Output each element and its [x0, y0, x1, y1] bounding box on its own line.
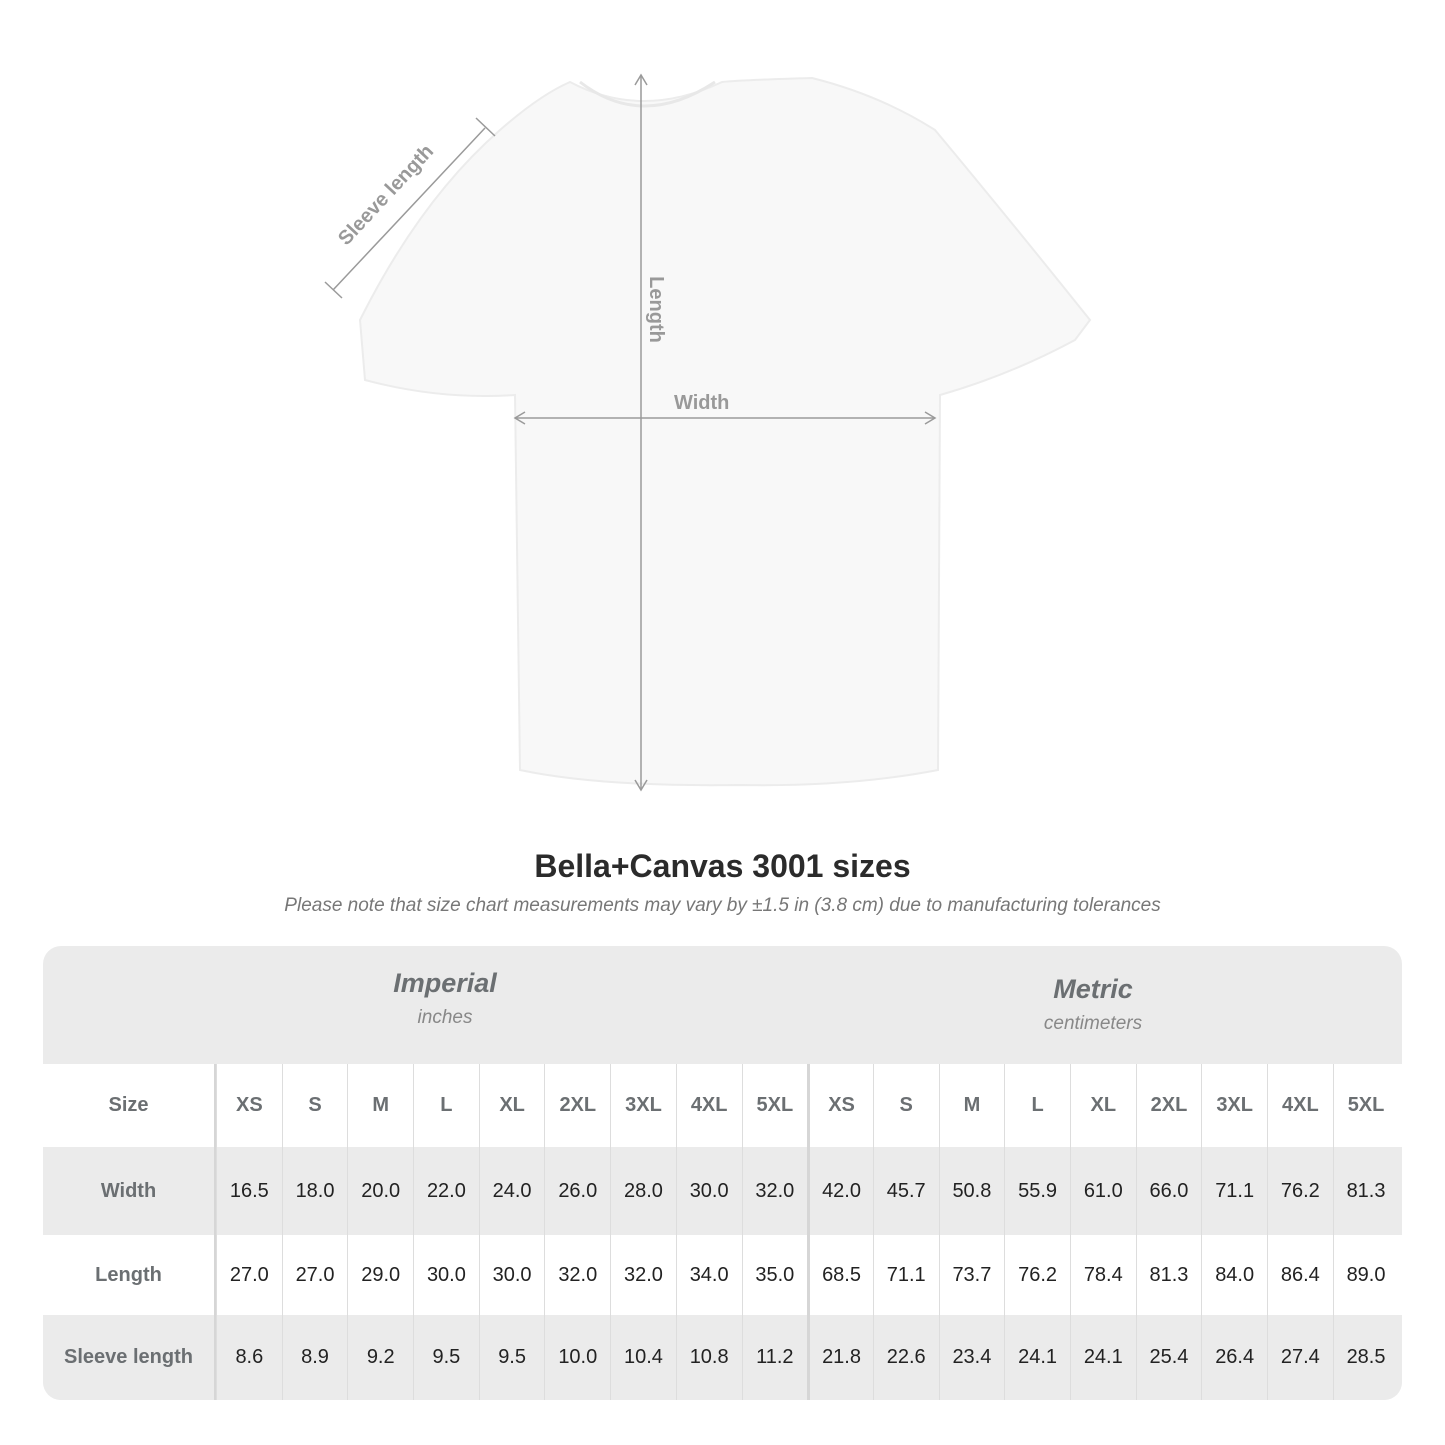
table-cell: 8.6 — [216, 1315, 282, 1400]
table-cell: 27.0 — [281, 1235, 348, 1315]
table-cell: 32.0 — [610, 1235, 676, 1315]
table-cell: 50.8 — [938, 1147, 1005, 1235]
table-cell: 55.9 — [1004, 1147, 1070, 1235]
table-cell: 20.0 — [347, 1147, 413, 1235]
imperial-header: Imperial inches — [149, 968, 741, 1029]
size-header-cell: XS — [807, 1064, 873, 1147]
table-cell: 29.0 — [347, 1235, 413, 1315]
tshirt-shape — [358, 76, 1092, 787]
table-cell: 71.1 — [1201, 1147, 1267, 1235]
width-label: Width — [674, 392, 730, 414]
table-cell: 68.5 — [807, 1235, 873, 1315]
table-cell: 76.2 — [1267, 1147, 1333, 1235]
imperial-title: Imperial — [393, 968, 497, 998]
size-header-cell: 3XL — [610, 1064, 676, 1147]
table-cell: 21.8 — [807, 1315, 873, 1400]
table-cell: 18.0 — [281, 1147, 348, 1235]
metric-header: Metric centimeters — [797, 974, 1389, 1035]
metric-unit: centimeters — [1043, 1013, 1143, 1034]
table-cell: 10.8 — [675, 1315, 742, 1400]
table-cell: 30.0 — [413, 1235, 479, 1315]
table-cell: 10.0 — [544, 1315, 610, 1400]
table-cell: 28.5 — [1332, 1315, 1399, 1400]
size-header-cell: XL — [1069, 1064, 1136, 1147]
size-header-cell: 5XL — [741, 1064, 808, 1147]
table-cell: 34.0 — [675, 1235, 742, 1315]
table-cell: 27.0 — [216, 1235, 282, 1315]
table-cell: 73.7 — [938, 1235, 1005, 1315]
table-cell: 35.0 — [741, 1235, 808, 1315]
metric-title: Metric — [1053, 974, 1133, 1004]
size-header-cell: M — [938, 1064, 1005, 1147]
table-cell: 27.4 — [1267, 1315, 1333, 1400]
size-header-cell: XS — [216, 1064, 282, 1147]
size-header-row: Size XS S M L XL 2XL 3XL 4XL 5XL XS S M L XL 2XL 3XL 4XL 5… — [43, 1064, 1402, 1147]
size-header-cell: S — [281, 1064, 348, 1147]
length-label: Length — [644, 276, 667, 343]
table-cell: 32.0 — [741, 1147, 808, 1235]
table-row: Length 27.0 27.0 29.0 30.0 30.0 32.0 32.0 34.0 35… — [43, 1235, 1402, 1315]
table-cell: 86.4 — [1267, 1235, 1333, 1315]
table-cell: 9.5 — [478, 1315, 545, 1400]
row-label: Size — [43, 1064, 216, 1147]
table-cell: 22.6 — [872, 1315, 939, 1400]
table-cell: 61.0 — [1069, 1147, 1136, 1235]
size-table: Imperial inches Metric centimeters Size X… — [43, 946, 1402, 1400]
tolerance-note: Please note that size chart measurements… — [284, 895, 1161, 916]
table-cell: 84.0 — [1201, 1235, 1267, 1315]
size-header-cell: XL — [478, 1064, 545, 1147]
table-cell: 30.0 — [478, 1235, 545, 1315]
tshirt-diagram — [324, 73, 1092, 792]
table-cell: 11.2 — [741, 1315, 808, 1400]
table-cell: 9.2 — [347, 1315, 413, 1400]
table-row: Width 16.5 18.0 20.0 22.0 24.0 26.0 28.0 30.0 32.… — [43, 1147, 1402, 1235]
size-header-cell: 3XL — [1201, 1064, 1267, 1147]
row-label: Length — [43, 1235, 216, 1315]
size-header-cell: 2XL — [544, 1064, 610, 1147]
row-label: Sleeve length — [43, 1315, 216, 1400]
table-cell: 28.0 — [610, 1147, 676, 1235]
table-cell: 24.0 — [478, 1147, 545, 1235]
table-cell: 26.4 — [1201, 1315, 1267, 1400]
table-cell: 42.0 — [807, 1147, 873, 1235]
imperial-unit: inches — [417, 1007, 473, 1028]
table-cell: 45.7 — [872, 1147, 939, 1235]
table-cell: 30.0 — [675, 1147, 742, 1235]
table-cell: 24.1 — [1004, 1315, 1070, 1400]
table-cell: 22.0 — [413, 1147, 479, 1235]
size-header-cell: 4XL — [675, 1064, 742, 1147]
page-title: Bella+Canvas 3001 sizes — [534, 848, 911, 884]
table-row: Sleeve length 8.6 8.9 9.2 9.5 9.5 10.0 10.4 10.8… — [43, 1315, 1402, 1400]
table-cell: 24.1 — [1069, 1315, 1136, 1400]
size-header-cell: L — [1004, 1064, 1070, 1147]
table-cell: 32.0 — [544, 1235, 610, 1315]
size-header-cell: 5XL — [1332, 1064, 1399, 1147]
table-cell: 16.5 — [216, 1147, 282, 1235]
table-cell: 66.0 — [1135, 1147, 1202, 1235]
table-cell: 25.4 — [1135, 1315, 1202, 1400]
size-header-cell: L — [413, 1064, 479, 1147]
row-label: Width — [43, 1147, 216, 1235]
table-cell: 23.4 — [938, 1315, 1005, 1400]
table-cell: 71.1 — [872, 1235, 939, 1315]
table-cell: 78.4 — [1069, 1235, 1136, 1315]
size-header-cell: 4XL — [1267, 1064, 1333, 1147]
table-cell: 76.2 — [1004, 1235, 1070, 1315]
table-cell: 26.0 — [544, 1147, 610, 1235]
size-header-cell: S — [872, 1064, 939, 1147]
size-header-cell: M — [347, 1064, 413, 1147]
size-header-cell: 2XL — [1135, 1064, 1202, 1147]
table-cell: 10.4 — [610, 1315, 676, 1400]
table-cell: 81.3 — [1135, 1235, 1202, 1315]
table-cell: 81.3 — [1332, 1147, 1399, 1235]
table-cell: 8.9 — [281, 1315, 348, 1400]
table-cell: 89.0 — [1332, 1235, 1399, 1315]
table-cell: 9.5 — [413, 1315, 479, 1400]
